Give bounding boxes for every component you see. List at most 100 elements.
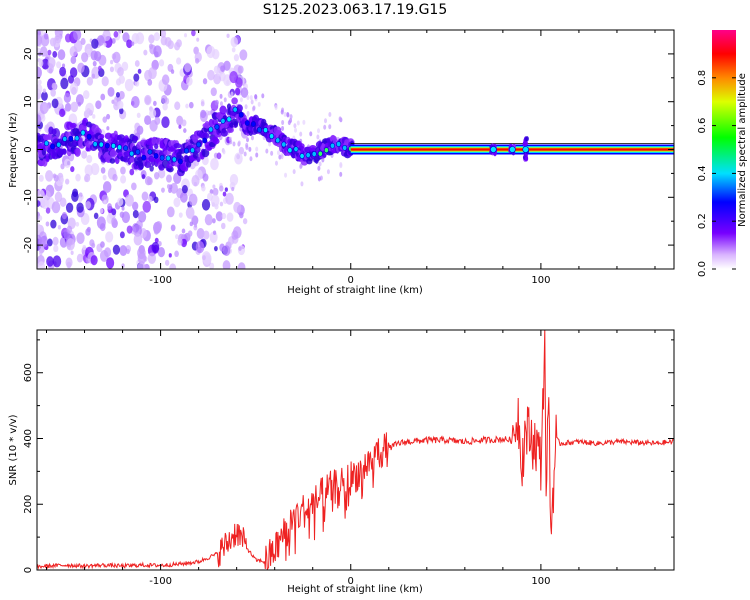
spectrogram-noise-blob: [149, 120, 158, 132]
spectrogram-noise-blob: [112, 173, 118, 182]
spectrogram-noise-blob: [324, 118, 328, 124]
spectrogram-noise-blob: [107, 203, 112, 210]
spectrogram-noise-blob: [274, 160, 278, 166]
spectrogram-noise-blob: [118, 30, 122, 34]
spectrogram-noise-blob: [278, 154, 282, 160]
spectrogram-noise-blob: [154, 237, 159, 244]
spectrogram-noise-blob: [72, 188, 79, 198]
spectrogram-noise-blob: [109, 66, 115, 73]
spectrogram-noise-blob: [328, 124, 332, 130]
spectrogram-noise-blob: [195, 240, 205, 254]
spectrogram-noise-blob: [37, 114, 42, 125]
spectrogram-noise-blob: [138, 211, 147, 223]
spectrogram-noise-blob: [170, 224, 176, 232]
spectrogram-noise-blob: [214, 99, 219, 106]
spectrogram-noise-blob: [126, 225, 133, 234]
spectrogram-ridge-peak: [183, 147, 189, 154]
spectrogram-noise-blob: [230, 91, 234, 97]
spectrogram-noise-blob: [246, 95, 250, 101]
spectrogram-noise-blob: [144, 115, 152, 126]
spectrogram-noise-blob: [42, 103, 50, 113]
spectrogram-noise-blob: [255, 152, 259, 158]
spectrogram-noise-blob: [317, 165, 321, 171]
spectrogram-noise-blob: [242, 218, 248, 225]
spectrogram-ridge-peak: [336, 141, 342, 147]
spectrogram-ridge-peak: [281, 141, 287, 148]
spectrogram-ytick-label: -10: [23, 189, 34, 205]
spectrogram-noise-blob: [309, 131, 313, 137]
spectrogram-noise-blob: [210, 87, 217, 97]
spectrogram-noise-blob: [112, 51, 121, 64]
spectrogram-noise-blob: [176, 57, 182, 65]
snr-panel: -100 0 100 0 200 400 600 Height of straight li…: [8, 329, 675, 595]
spectrogram-ridge-peak: [171, 156, 177, 163]
spectrogram-noise-blob: [37, 84, 43, 94]
spectrogram-noise-blob: [268, 141, 272, 147]
spectrogram-noise-blob: [37, 79, 42, 85]
spectrogram-ridge-blob: [132, 135, 139, 142]
spectrogram-noise-blob: [148, 34, 155, 44]
spectrogram-noise-blob: [70, 250, 74, 255]
spectrogram-noise-blob: [100, 241, 105, 248]
spectrogram-ridge-peak: [135, 149, 141, 155]
spectrogram-ridge-peak: [196, 141, 202, 148]
spectrogram-noise-blob: [229, 70, 238, 84]
spectrogram-noise-blob: [186, 76, 193, 86]
spectrogram-noise-blob: [223, 97, 227, 103]
spectrogram-noise-blob: [65, 202, 74, 213]
spectrogram-noise-blob: [276, 150, 280, 156]
spectrogram-noise-blob: [101, 76, 109, 87]
colorbar-gradient: [712, 30, 736, 269]
spectrogram-noise-blob: [286, 111, 290, 117]
spectrogram-noise-blob: [136, 125, 144, 135]
spectrogram-noise-blob: [118, 75, 125, 84]
spectrogram-noise-blob: [191, 215, 199, 226]
spectrogram-noise-blob: [220, 65, 225, 72]
spectrogram-noise-blob: [174, 101, 181, 110]
spectrogram-noise-blob: [287, 120, 291, 126]
spectrogram-noise-blob: [84, 164, 93, 177]
spectrogram-noise-blob: [69, 67, 78, 78]
spectrogram-noise-blob: [144, 96, 151, 105]
spectrogram-ridge-blob: [212, 138, 220, 145]
spectrogram-ridge-blob: [109, 158, 116, 164]
spectrogram-noise-blob: [92, 114, 96, 119]
snr-ytick-label: 600: [23, 363, 34, 382]
spectrogram-ridge-blob: [151, 136, 157, 146]
spectrogram-ridge-blob: [231, 97, 238, 105]
spectrogram-noise-blob: [318, 161, 322, 167]
spectrogram-noise-blob: [126, 248, 130, 255]
spectrogram-noise-blob: [231, 186, 235, 192]
spectrogram-noise-blob: [270, 150, 274, 156]
spectrogram-noise-blob: [201, 199, 211, 211]
spectrogram-ridge-peak: [317, 150, 323, 157]
spectrogram-noise-blob: [183, 128, 187, 134]
spectrogram-noise-blob: [280, 154, 284, 160]
spectrogram-noise-blob: [232, 226, 242, 239]
spectrogram-noise-blob: [103, 199, 107, 205]
spectrogram-ridge-peak: [311, 151, 317, 157]
spectrogram-noise-blob: [75, 173, 81, 182]
spectrogram-noise-blob: [202, 78, 208, 85]
spectrogram-noise-blob: [212, 187, 219, 196]
spectrogram-noise-blob: [49, 37, 57, 47]
spectrogram-noise-blob: [120, 166, 126, 175]
spectrogram-noise-blob: [59, 66, 67, 77]
spectrogram-noise-blob: [117, 100, 124, 110]
spectrogram-noise-blob: [207, 69, 215, 81]
spectrogram-noise-blob: [75, 221, 80, 227]
spectrogram-ridge-blob: [51, 128, 57, 135]
colorbar-tick-label: 0.6: [697, 118, 708, 134]
spectrogram-noise-blob: [59, 108, 66, 118]
spectrogram-noise-blob: [70, 56, 77, 65]
spectrogram-noise-blob: [134, 60, 140, 67]
snr-ytick-label: 0: [23, 567, 34, 573]
snr-frame: [36, 329, 675, 571]
spectrogram-noise-blob: [111, 37, 116, 44]
spectrogram-noise-blob: [119, 231, 125, 239]
spectrogram-noise-blob: [119, 107, 124, 115]
spectrogram-noise-blob: [106, 257, 115, 269]
spectrogram-noise-blob: [77, 101, 82, 107]
spectrogram-ridge-peak: [238, 111, 244, 118]
